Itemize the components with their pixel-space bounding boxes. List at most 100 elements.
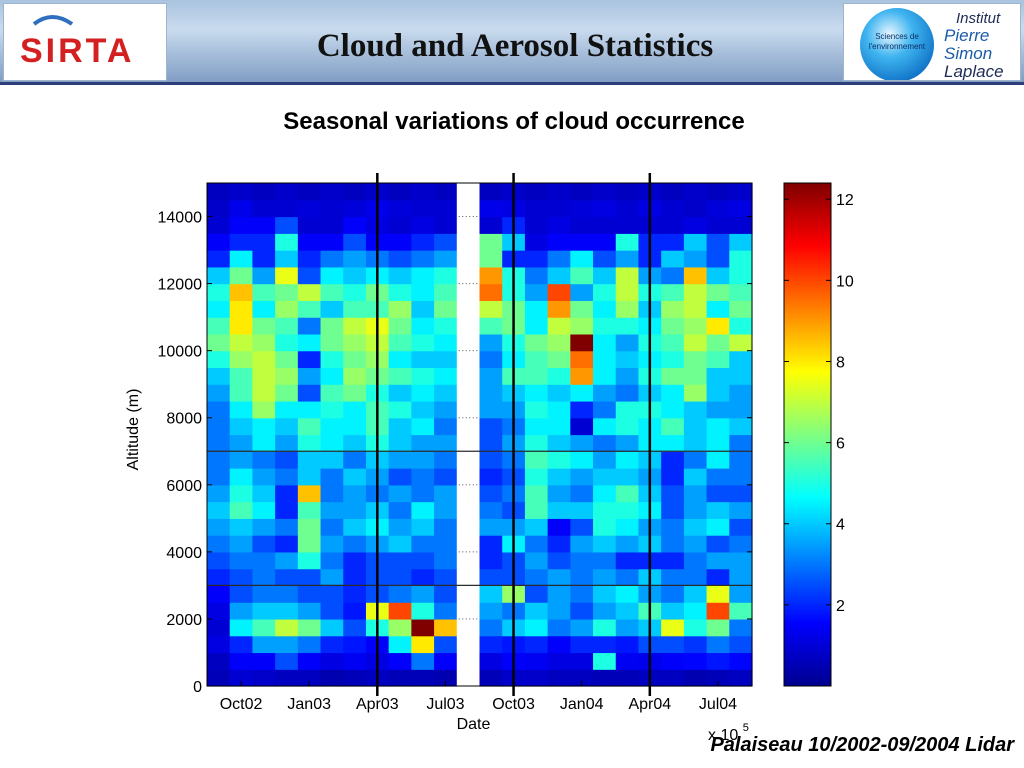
heatmap-cell <box>593 635 617 654</box>
colorbar-tick-label: 12 <box>836 192 854 209</box>
heatmap-cell <box>434 484 458 503</box>
heatmap-cell <box>229 400 254 419</box>
heatmap-cell <box>207 400 231 419</box>
missing-data-dot <box>465 551 467 553</box>
heatmap-cell <box>683 434 708 452</box>
heatmap-cell <box>683 216 708 234</box>
heatmap-cell <box>252 518 276 536</box>
heatmap-cell <box>411 199 435 218</box>
heatmap-cell <box>252 350 276 369</box>
heatmap-cell <box>411 283 435 301</box>
heatmap-cell <box>411 484 435 503</box>
heatmap-cell <box>479 518 503 536</box>
heatmap-cell <box>615 535 640 553</box>
x-tick-label: Apr03 <box>356 696 399 713</box>
heatmap-cell <box>706 568 730 586</box>
heatmap-cell <box>207 451 231 469</box>
heatmap-cell <box>683 652 708 670</box>
heatmap-cell <box>683 350 708 369</box>
heatmap-cell <box>479 400 503 419</box>
heatmap-cell <box>434 434 458 452</box>
heatmap-cell <box>320 568 344 586</box>
heatmap-cell <box>252 233 276 251</box>
heatmap-cell <box>479 535 503 553</box>
ipsl-name-3: Simon <box>944 44 992 63</box>
heatmap-cell <box>411 384 435 402</box>
heatmap-cell <box>207 635 231 654</box>
heatmap-cell <box>207 501 231 519</box>
heatmap-cell <box>593 333 617 352</box>
colorbar-tick-label: 8 <box>836 354 845 371</box>
y-tick-label: 14000 <box>158 210 203 227</box>
heatmap-cell <box>729 635 753 654</box>
missing-data-dot <box>458 283 460 285</box>
heatmap-cell <box>411 669 435 687</box>
heatmap-cell <box>229 669 254 687</box>
heatmap-cell <box>275 451 299 469</box>
heatmap-cell <box>252 669 276 687</box>
missing-data-dot <box>465 484 467 486</box>
heatmap-cell <box>320 518 344 536</box>
heatmap-cell <box>434 333 458 352</box>
heatmap-cell <box>524 652 549 670</box>
heatmap-cell <box>343 350 367 369</box>
heatmap-cell <box>388 333 412 352</box>
heatmap-cell <box>320 300 344 318</box>
heatmap-cell <box>207 568 231 586</box>
missing-data-dot <box>462 618 464 620</box>
heatmap-cell <box>207 652 231 670</box>
heatmap-cell <box>729 350 753 369</box>
heatmap-cell <box>683 317 708 335</box>
x-tick-label: Apr04 <box>628 696 671 713</box>
heatmap-cell <box>524 333 549 352</box>
heatmap-cell <box>683 300 708 318</box>
heatmap-cell <box>547 535 571 553</box>
heatmap-cell <box>343 618 367 637</box>
heatmap-cell <box>320 535 344 553</box>
heatmap-cell <box>434 585 458 603</box>
heatmap-cell <box>297 468 322 486</box>
heatmap-cell <box>297 417 322 436</box>
heatmap-cell <box>388 417 412 436</box>
heatmap-cell <box>683 233 708 251</box>
y-tick-label: 4000 <box>166 545 202 562</box>
heatmap-cell <box>593 434 617 452</box>
heatmap-cell <box>252 635 276 654</box>
heatmap-cell <box>434 216 458 234</box>
season-boundary-lines <box>376 173 652 696</box>
heatmap-cell <box>479 283 503 301</box>
heatmap-cell <box>229 216 254 234</box>
heatmap-cell <box>252 568 276 586</box>
heatmap-cell <box>434 266 458 285</box>
heatmap-cell <box>729 417 753 436</box>
heatmap-cell <box>434 635 458 654</box>
heatmap-cell <box>275 585 299 603</box>
heatmap-cell <box>615 183 640 201</box>
heatmap-cell <box>252 283 276 301</box>
x-tick-label: Oct02 <box>220 696 263 713</box>
heatmap-cell <box>411 535 435 553</box>
heatmap-cell <box>683 367 708 385</box>
heatmap-cell <box>207 417 231 436</box>
heatmap-cell <box>479 434 503 452</box>
heatmap-cell <box>615 283 640 301</box>
heatmap-cell <box>729 669 753 687</box>
heatmap-cell <box>434 283 458 301</box>
heatmap-cell <box>729 434 753 452</box>
heatmap-cell <box>547 551 571 570</box>
heatmap-cell <box>343 585 367 603</box>
heatmap-cell <box>661 585 685 603</box>
heatmap-cell <box>547 618 571 637</box>
missing-data-dot <box>472 350 474 352</box>
heatmap-cell <box>275 652 299 670</box>
heatmap-cell <box>252 266 276 285</box>
heatmap-cell <box>593 216 617 234</box>
heatmap-cell <box>343 233 367 251</box>
heatmap-cell <box>229 367 254 385</box>
colorbar-tick-label: 10 <box>836 273 854 290</box>
heatmap-cell <box>593 400 617 419</box>
heatmap-cell <box>275 350 299 369</box>
heatmap-cell <box>683 635 708 654</box>
heatmap-cell <box>524 535 549 553</box>
heatmap-cell <box>252 317 276 335</box>
